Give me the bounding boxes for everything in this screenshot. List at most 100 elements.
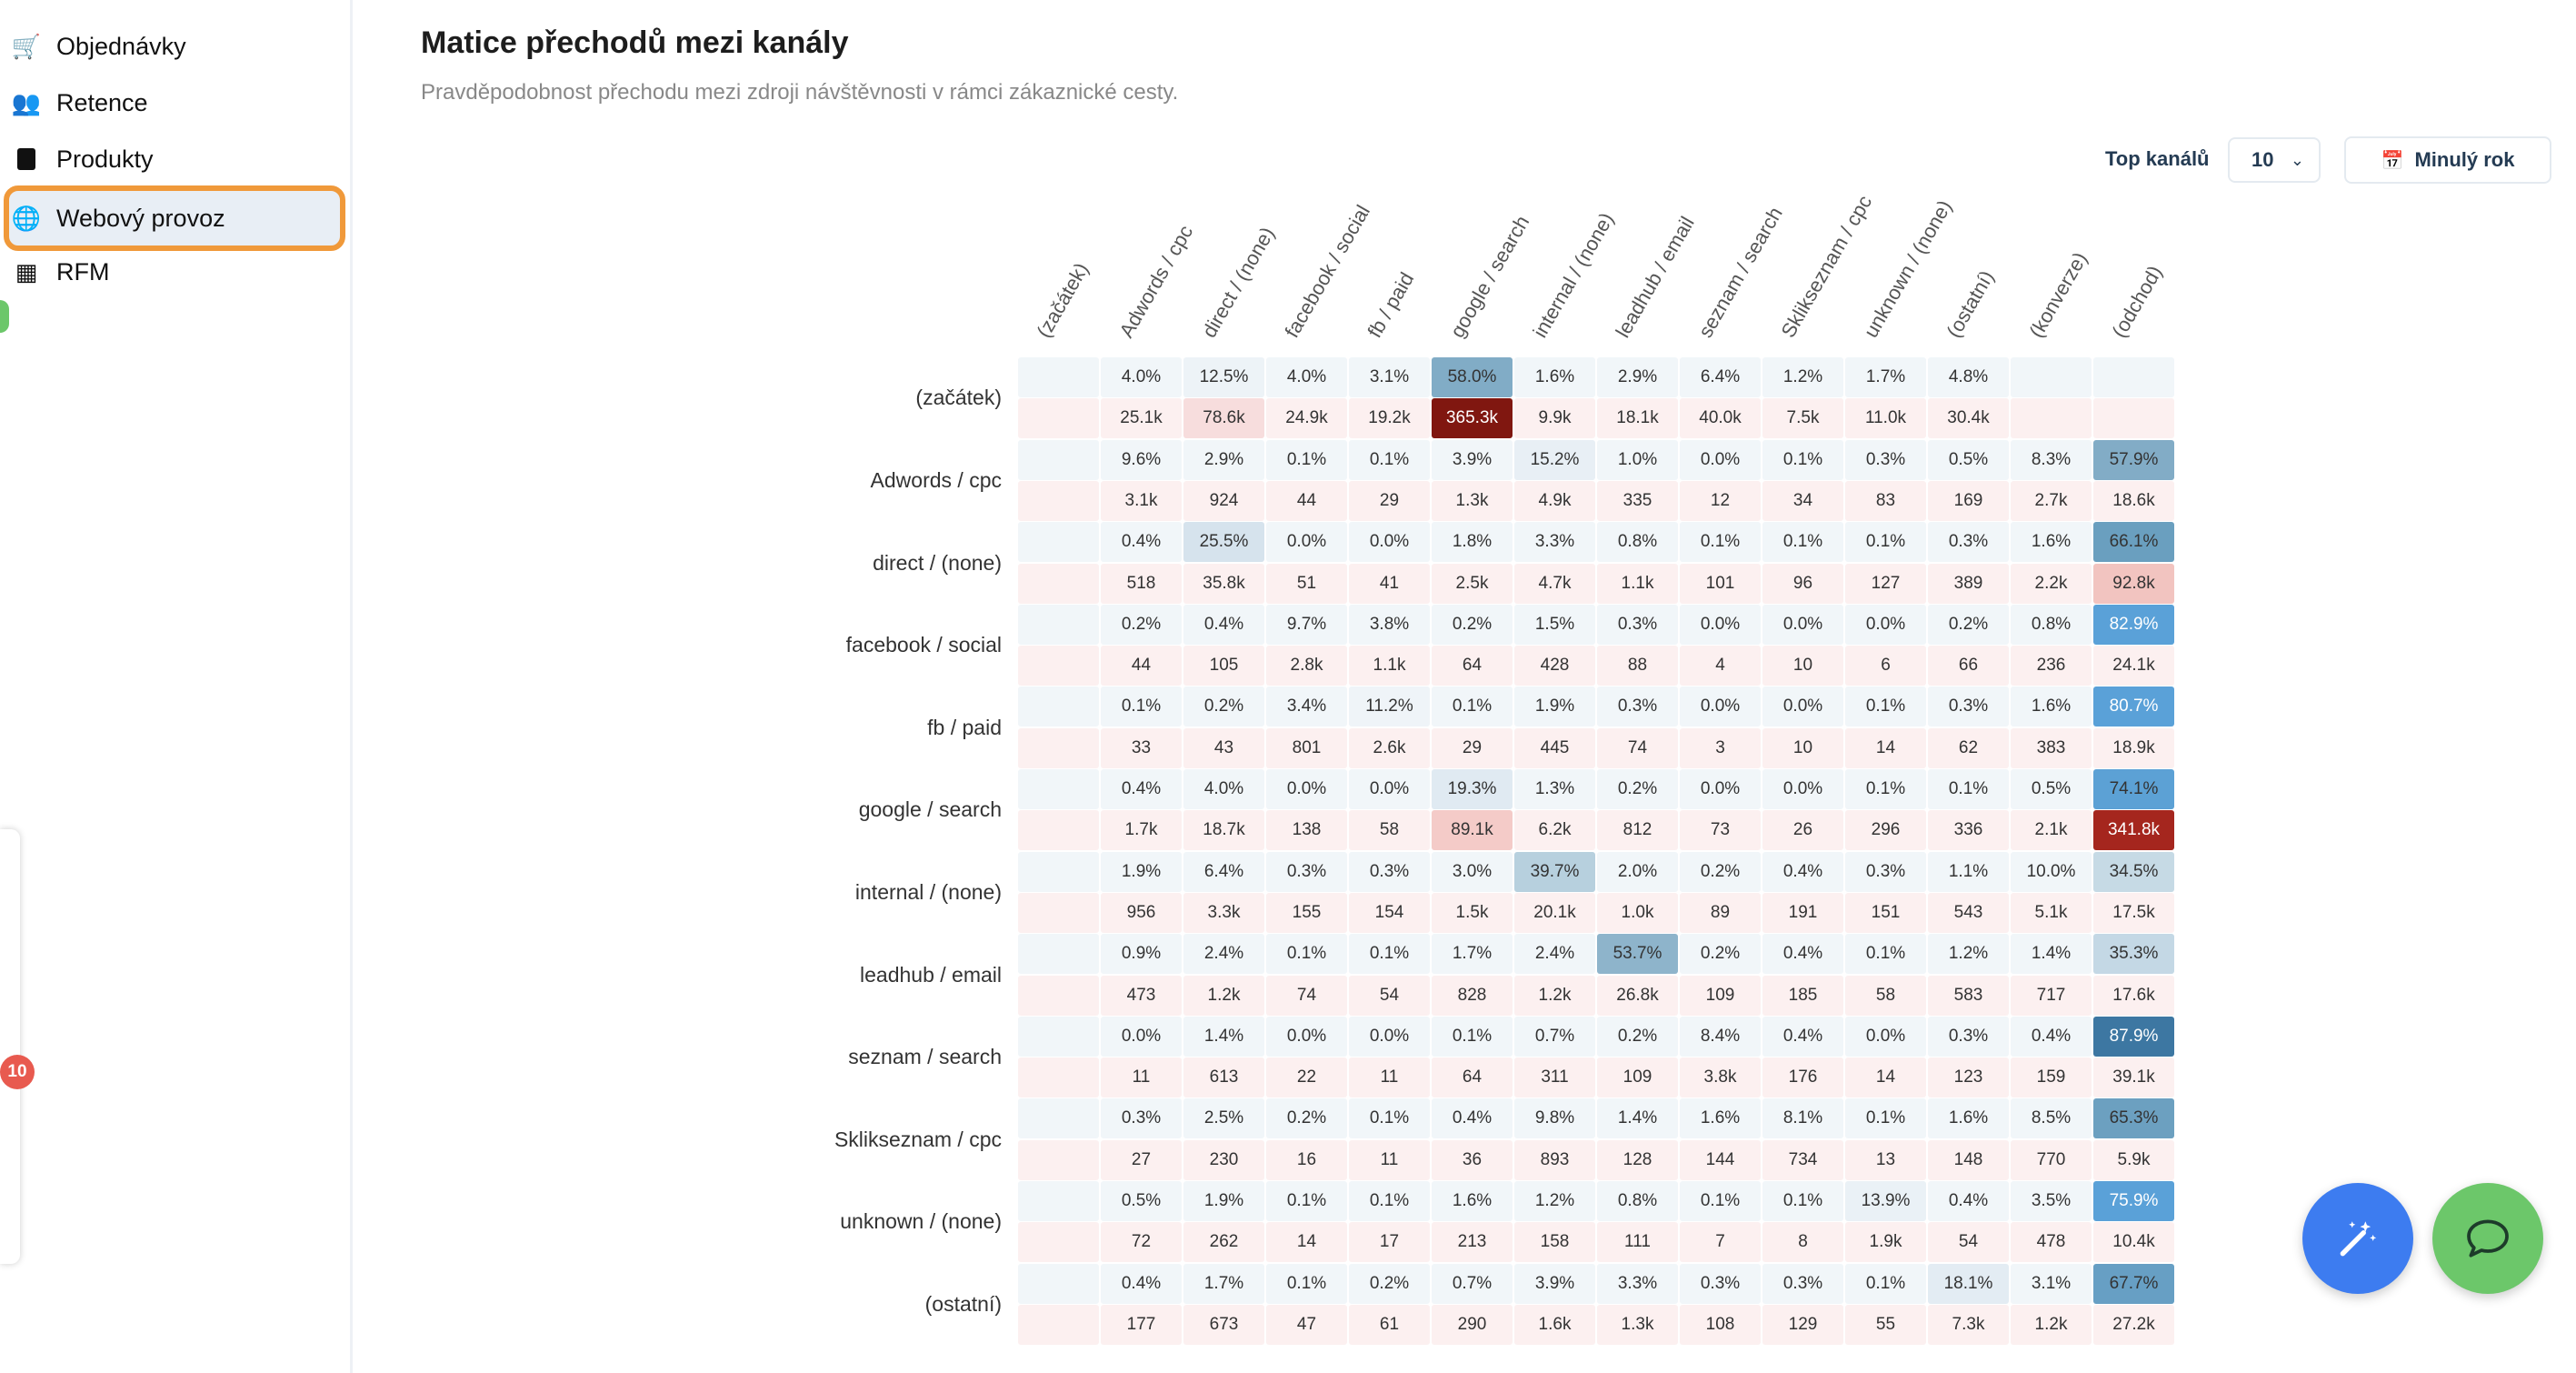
cell-probability: 3.5% <box>2011 1181 2092 1221</box>
cell-probability: 0.1% <box>1349 934 1430 975</box>
cell-count: 389 <box>1928 563 2009 604</box>
page-title: Matice přechodů mezi kanály <box>421 25 849 60</box>
cell-count: 335 <box>1597 480 1678 521</box>
cell-count: 10.4k <box>2093 1222 2174 1263</box>
cell-probability: 0.0% <box>1266 522 1347 563</box>
column-header: Sklikseznam / cpc <box>1775 191 1876 342</box>
cell-count: 1.2k <box>1183 975 1264 1016</box>
chat-icon <box>2467 1219 2509 1258</box>
cell-probability: 0.3% <box>1266 851 1347 892</box>
cell-probability: 1.6% <box>1432 1181 1513 1221</box>
cell-count: 11 <box>1349 1057 1430 1098</box>
cell-count: 7 <box>1680 1222 1761 1263</box>
cell-count: 24.1k <box>2093 646 2174 686</box>
cell-probability: 1.0% <box>1597 439 1678 480</box>
cell-count: 3.1k <box>1101 480 1182 521</box>
cell-probability: 0.3% <box>1597 604 1678 645</box>
cell-count: 24.9k <box>1266 398 1347 439</box>
cell-count: 311 <box>1514 1057 1595 1098</box>
cell-count: 583 <box>1928 975 2009 1016</box>
nav-label: Produkty <box>56 145 154 173</box>
period-button[interactable]: 📅 Minulý rok <box>2344 136 2551 184</box>
nav-item-retence[interactable]: 👥 Retence <box>4 73 345 133</box>
cell-count: 62 <box>1928 727 2009 768</box>
nav-item-rfm[interactable]: ▦ RFM <box>4 242 345 302</box>
cell-probability: 0.2% <box>1432 604 1513 645</box>
cell-probability <box>2011 357 2092 397</box>
cell-probability: 4.0% <box>1101 357 1182 397</box>
cell-count: 1.2k <box>2011 1304 2092 1345</box>
cell-probability: 0.1% <box>1845 522 1926 563</box>
cell-probability: 1.7% <box>1845 357 1926 397</box>
cell-count: 924 <box>1183 480 1264 521</box>
row-label: seznam / search <box>848 1045 1002 1069</box>
cell-count: 44 <box>1266 480 1347 521</box>
cell-count: 518 <box>1101 563 1182 604</box>
period-label: Minulý rok <box>2414 148 2515 171</box>
cell-count: 155 <box>1266 892 1347 933</box>
magic-wand-icon <box>2340 1221 2377 1257</box>
cell-probability: 0.0% <box>1762 604 1843 645</box>
nav-item-objednavky[interactable]: 🛒 Objednávky <box>4 16 345 76</box>
cell-probability: 0.4% <box>1762 934 1843 975</box>
cell-probability: 2.4% <box>1183 934 1264 975</box>
cell-count: 55 <box>1845 1304 1926 1345</box>
cell-count: 11 <box>1349 1139 1430 1180</box>
cell-count: 4.9k <box>1514 480 1595 521</box>
cell-probability <box>1018 686 1099 727</box>
cell-count: 9.9k <box>1514 398 1595 439</box>
top-channels-select[interactable]: 10 ⌄ <box>2228 137 2321 183</box>
cell-count: 148 <box>1928 1139 2009 1180</box>
cell-probability: 3.0% <box>1432 851 1513 892</box>
cell-count: 5.9k <box>2093 1139 2174 1180</box>
cell-count: 74 <box>1597 727 1678 768</box>
cell-probability: 65.3% <box>2093 1098 2174 1139</box>
cell-count: 34 <box>1762 480 1843 521</box>
cell-probability <box>1018 851 1099 892</box>
column-header: google / search <box>1444 211 1533 342</box>
cell-probability: 0.1% <box>1845 1098 1926 1139</box>
cell-probability: 1.9% <box>1101 851 1182 892</box>
column-header: (začátek) <box>1031 258 1093 342</box>
cell-probability: 0.2% <box>1597 769 1678 809</box>
cell-probability: 0.0% <box>1680 439 1761 480</box>
row-label: (ostatní) <box>924 1291 1002 1316</box>
cell-count: 1.3k <box>1432 480 1513 521</box>
cell-probability: 0.7% <box>1432 1263 1513 1304</box>
cell-count: 2.6k <box>1349 727 1430 768</box>
cell-count: 473 <box>1101 975 1182 1016</box>
cell-probability: 0.2% <box>1183 686 1264 727</box>
cell-count: 105 <box>1183 646 1264 686</box>
cell-count: 2.2k <box>2011 563 2092 604</box>
cell-count: 73 <box>1680 810 1761 851</box>
ai-magic-button[interactable] <box>2302 1183 2413 1294</box>
cell-probability <box>1018 522 1099 563</box>
cell-count: 5.1k <box>2011 892 2092 933</box>
cell-probability: 10.0% <box>2011 851 2092 892</box>
nav-item-webovy-provoz[interactable]: 🌐 Webový provoz <box>4 185 345 251</box>
cart-icon: 🛒 <box>11 32 42 60</box>
cell-count: 64 <box>1432 646 1513 686</box>
cell-count: 6.2k <box>1514 810 1595 851</box>
cell-probability: 0.1% <box>1266 439 1347 480</box>
cell-count: 1.3k <box>1597 1304 1678 1345</box>
cell-probability: 0.2% <box>1928 604 2009 645</box>
cell-probability: 2.0% <box>1597 851 1678 892</box>
cell-count: 128 <box>1597 1139 1678 1180</box>
cell-probability: 0.0% <box>1349 522 1430 563</box>
column-header: (ostatní) <box>1941 266 1998 342</box>
cell-probability: 0.1% <box>1928 769 2009 809</box>
cell-probability: 0.8% <box>2011 604 2092 645</box>
cell-probability: 0.5% <box>2011 769 2092 809</box>
cell-count: 1.0k <box>1597 892 1678 933</box>
cell-probability: 1.7% <box>1432 934 1513 975</box>
chat-button[interactable] <box>2432 1183 2543 1294</box>
cell-probability: 0.4% <box>1928 1181 2009 1221</box>
cell-probability: 0.1% <box>1680 522 1761 563</box>
cell-probability: 0.1% <box>1266 934 1347 975</box>
cell-count: 144 <box>1680 1139 1761 1180</box>
nav-item-produkty[interactable]: Produkty <box>4 129 345 189</box>
cell-probability: 0.0% <box>1680 686 1761 727</box>
cell-probability: 0.3% <box>1680 1263 1761 1304</box>
cell-probability: 6.4% <box>1183 851 1264 892</box>
